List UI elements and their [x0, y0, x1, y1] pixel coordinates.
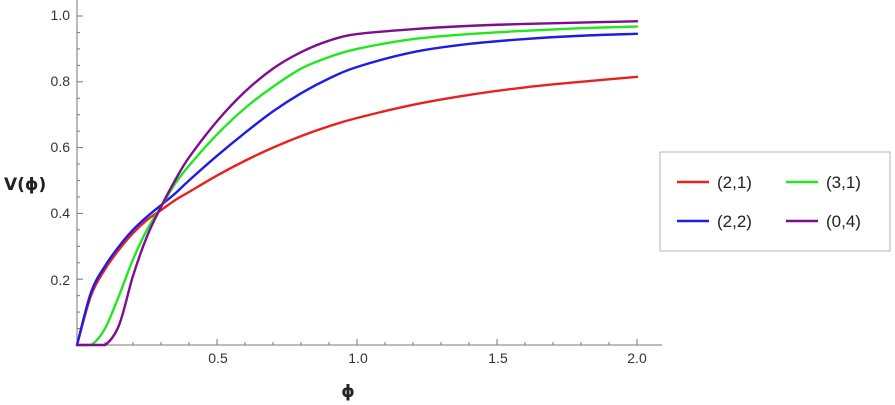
y-tick-label: 0.2: [51, 272, 71, 288]
legend-label-0-4: (0,4): [826, 212, 861, 231]
x-tick-label: 1.5: [488, 350, 508, 366]
x-axis-title: ϕ: [341, 382, 355, 402]
series-line-3-1: [75, 25, 639, 347]
legend-label-3-1: (3,1): [826, 173, 861, 192]
ticks: [77, 15, 638, 345]
y-axis-title: V(ϕ): [4, 175, 46, 195]
y-tick-label: 0.6: [51, 139, 71, 155]
series-line-0-4: [75, 20, 639, 347]
x-tick-label: 2.0: [627, 350, 647, 366]
y-tick-label: 0.4: [51, 205, 71, 221]
axes: [76, 0, 662, 346]
x-tick-label: 0.5: [208, 350, 228, 366]
tick-labels: 0.5 1.0 1.5 2.0 0.2 0.4 0.6 0.8 1.0: [51, 7, 647, 366]
y-tick-label: 0.8: [51, 73, 71, 89]
x-tick-label: 1.0: [348, 350, 368, 366]
legend-label-2-1: (2,1): [717, 173, 752, 192]
legend: (2,1) (3,1) (2,2) (0,4): [659, 151, 891, 252]
plot-lines: [75, 20, 639, 347]
series-line-2-2: [75, 32, 639, 347]
y-tick-label: 1.0: [51, 7, 71, 23]
legend-box: [659, 151, 891, 252]
legend-label-2-2: (2,2): [717, 212, 752, 231]
series-line-2-1: [75, 75, 639, 347]
